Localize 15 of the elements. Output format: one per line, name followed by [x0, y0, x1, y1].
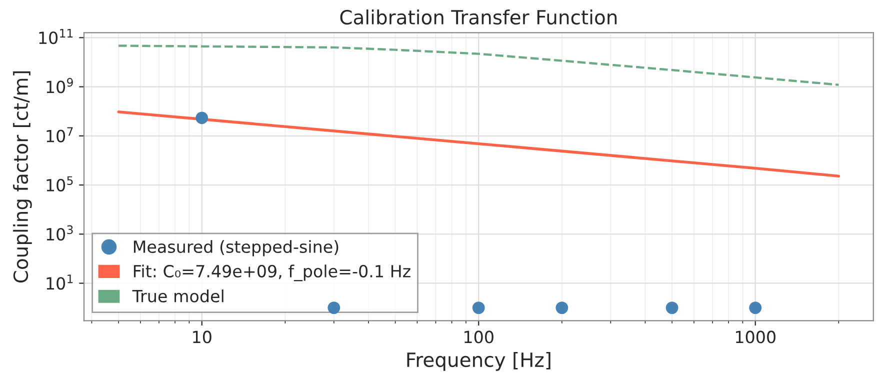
x-axis-title: Frequency [Hz] [407, 352, 550, 371]
chart-title: Calibration Transfer Function [340, 10, 617, 25]
y-axis-title: Coupling factor [ct/m] [13, 71, 32, 283]
legend-label: True model [132, 290, 224, 302]
y-tick-label: 10$^{1}$ [46, 274, 73, 290]
y-tick-label: 10$^{9}$ [46, 78, 73, 94]
x-tick-label: 1000 [736, 330, 776, 344]
y-tick-label: 10$^{7}$ [46, 127, 73, 142]
x-tick-label: 100 [464, 330, 494, 344]
legend-label: Measured (stepped-sine) [134, 240, 338, 256]
y-tick-label: 10$^{3}$ [46, 225, 73, 241]
legend-label: Fit: C₀=7.49e+09, f_pole=-0.1 Hz [134, 264, 410, 282]
y-tick-label: 10$^{5}$ [46, 176, 73, 192]
y-tick-label: 10$^{11}$ [39, 28, 73, 44]
x-tick-label: 10 [193, 330, 212, 344]
